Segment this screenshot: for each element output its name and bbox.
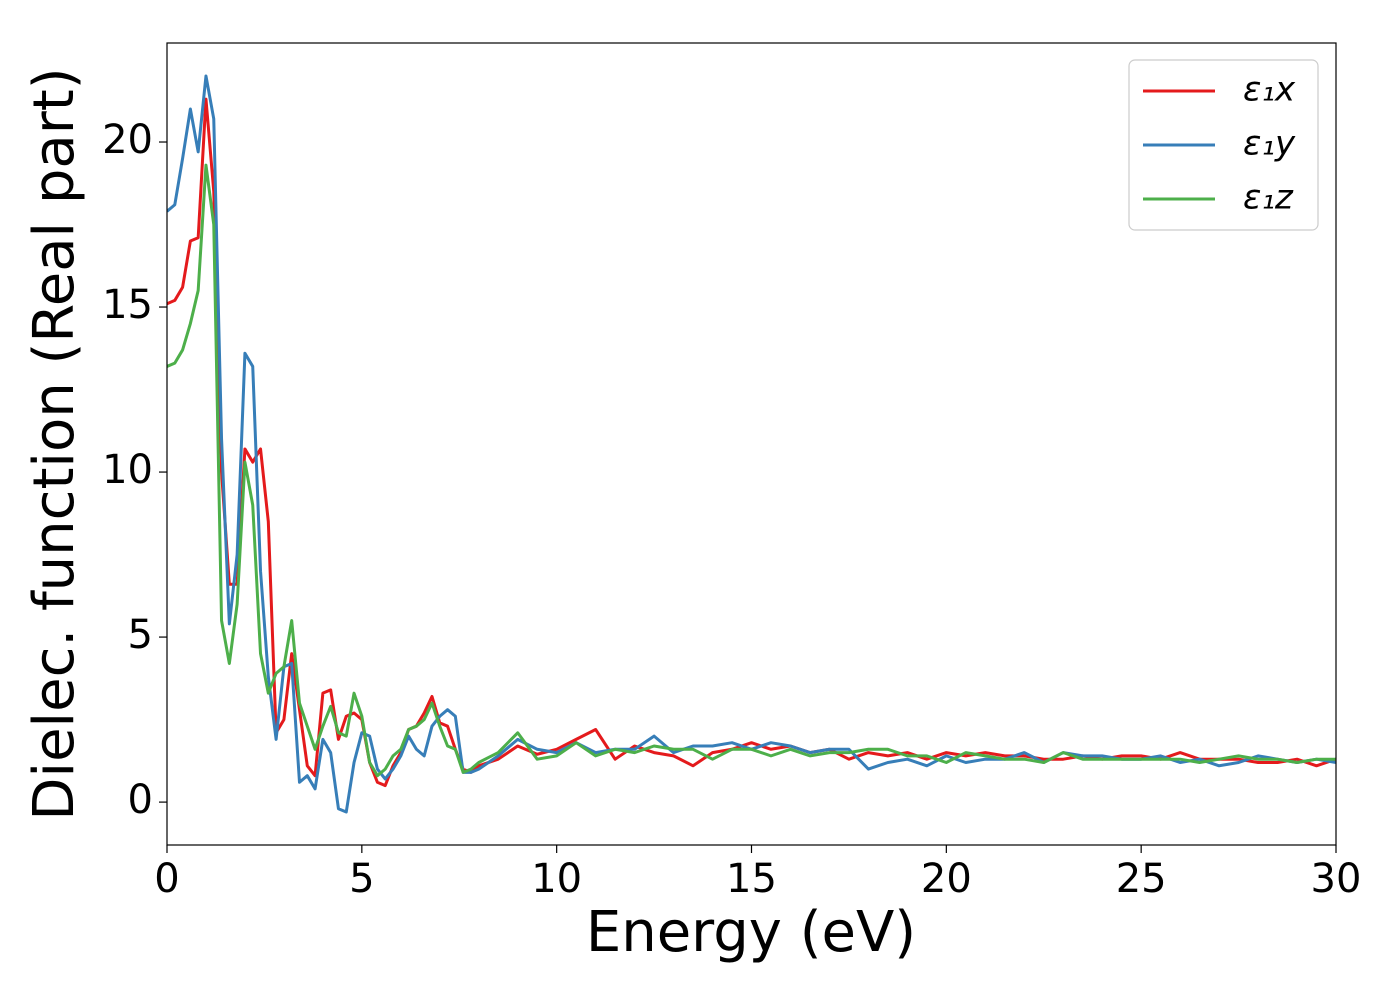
data-line <box>167 163 1336 778</box>
legend-label: ε₁z <box>1243 178 1294 218</box>
x-tick-label: 25 <box>1116 856 1167 902</box>
y-axis-label: Dielec. function (Real part) <box>22 67 87 820</box>
legend-label: ε₁x <box>1243 70 1296 110</box>
x-tick-label: 20 <box>921 856 972 902</box>
y-tick-label: 10 <box>102 447 153 493</box>
y-tick-label: 20 <box>102 117 153 163</box>
x-axis-label: Energy (eV) <box>586 900 916 965</box>
legend-box <box>1128 59 1319 231</box>
x-tick-label: 15 <box>726 856 777 902</box>
x-tick-label: 5 <box>349 856 374 902</box>
x-tick-label: 0 <box>154 856 179 902</box>
x-tick-label: 10 <box>531 856 582 902</box>
y-tick-label: 15 <box>102 282 153 328</box>
legend-label: ε₁y <box>1243 124 1296 164</box>
y-tick-label: 0 <box>128 777 153 823</box>
y-tick-label: 5 <box>128 612 153 658</box>
x-tick-label: 30 <box>1311 856 1362 902</box>
